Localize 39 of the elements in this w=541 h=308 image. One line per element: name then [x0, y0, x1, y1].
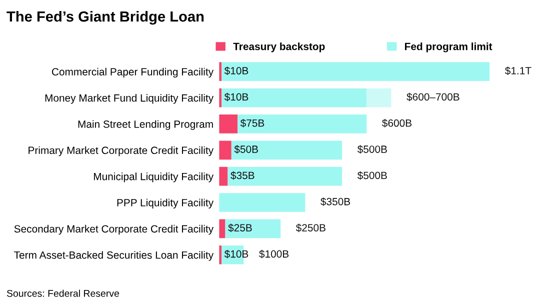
data-label: $50B: [234, 145, 258, 154]
bar: [366, 88, 392, 108]
data-label: $25B: [228, 224, 252, 232]
y-tick-label: Commercial Paper Funding Facility: [52, 68, 214, 78]
total-label: $100B: [259, 250, 289, 258]
legend-label: Fed program limit: [405, 42, 492, 52]
bar: [219, 140, 232, 160]
chart-title: The Fed’s Giant Bridge Loan: [6, 10, 204, 25]
total-label: $600–700B: [406, 92, 460, 102]
bar: [222, 62, 490, 82]
y-tick-label: Main Street Lending Program: [78, 120, 213, 130]
bar: [231, 140, 342, 160]
bar: [228, 166, 342, 186]
total-label: $600B: [382, 118, 412, 128]
legend-label: Treasury backstop: [233, 42, 325, 52]
data-label: $10B: [224, 66, 248, 76]
y-tick-label: Municipal Liquidity Facility: [94, 172, 214, 182]
data-label: $10B: [224, 250, 248, 258]
y-tick-label: Money Market Fund Liquidity Facility: [45, 94, 214, 104]
source-note: Sources: Federal Reserve: [6, 290, 119, 297]
bar: [225, 219, 281, 238]
total-label: $500B: [357, 145, 387, 154]
total-label: $250B: [296, 224, 326, 232]
data-label: $75B: [240, 118, 264, 128]
bar: [222, 88, 367, 108]
y-tick-label: Primary Market Corporate Credit Facility: [28, 146, 214, 156]
bar: [219, 166, 228, 186]
total-label: $350B: [320, 197, 350, 206]
data-label: $10B: [224, 92, 248, 102]
bar: [219, 193, 306, 212]
y-tick-label: Term Asset-Backed Securities Loan Facility: [14, 251, 214, 261]
total-label: $1.1T: [504, 66, 532, 76]
bar: [219, 219, 226, 238]
y-tick-label: Secondary Market Corporate Credit Facility: [14, 224, 214, 235]
data-label: $35B: [230, 171, 254, 180]
bar: [219, 114, 238, 134]
total-label: $500B: [357, 171, 387, 180]
bar: [238, 114, 367, 134]
y-tick-label: PPP Liquidity Facility: [117, 198, 214, 208]
